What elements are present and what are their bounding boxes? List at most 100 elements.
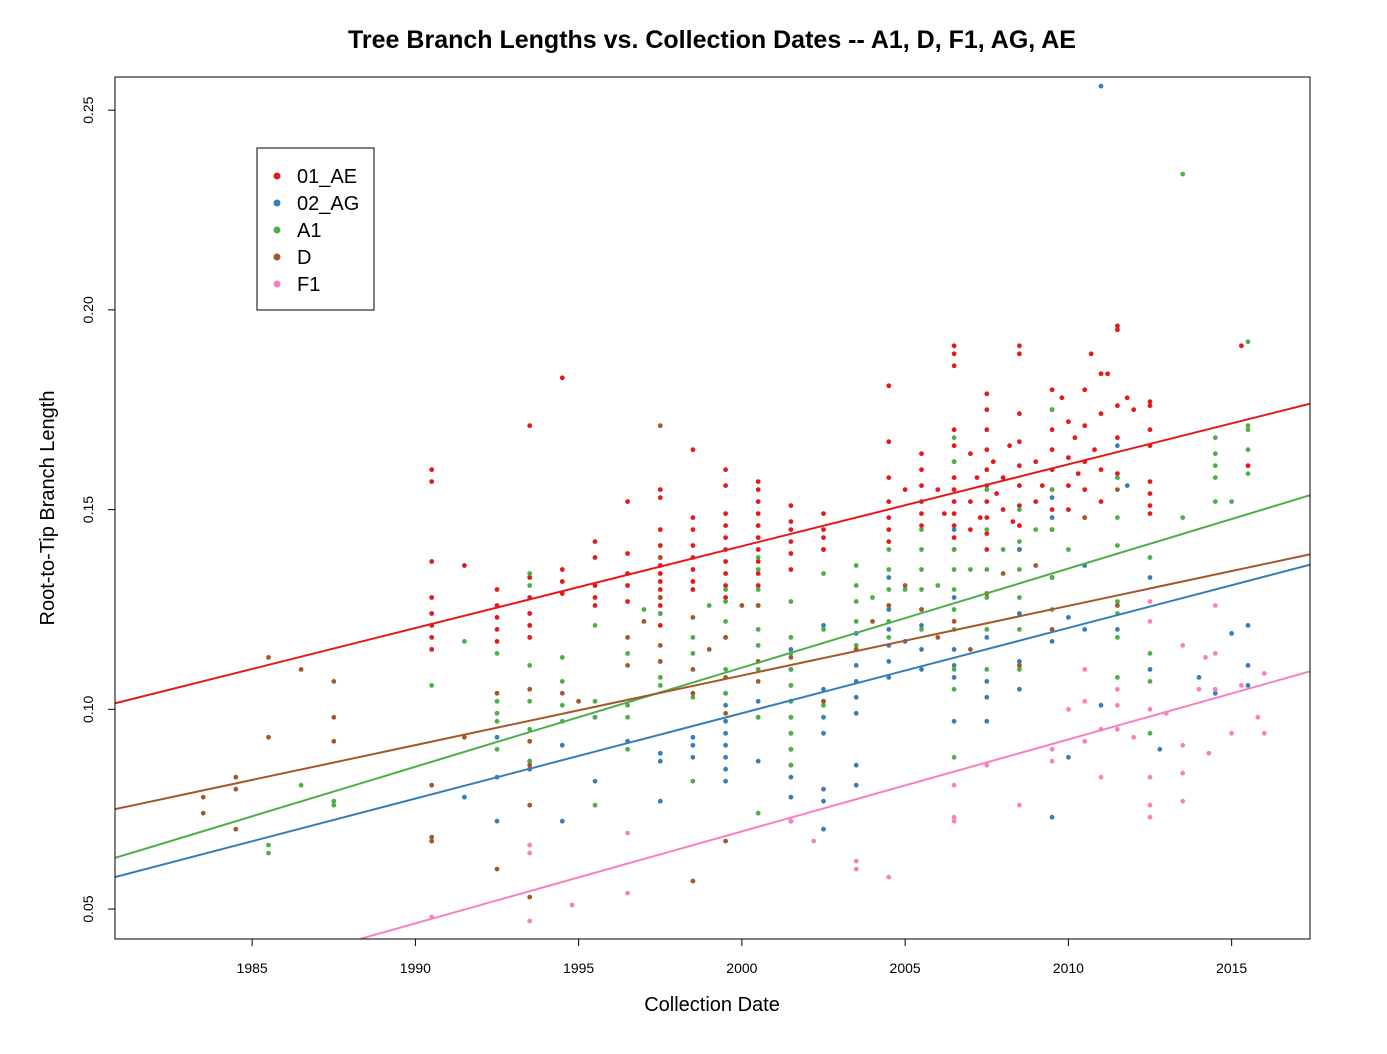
data-point xyxy=(690,667,696,672)
data-point xyxy=(755,535,761,540)
data-point xyxy=(527,423,533,429)
data-point xyxy=(902,487,908,492)
data-point xyxy=(821,730,826,736)
data-point xyxy=(853,563,859,568)
data-point xyxy=(1066,507,1071,512)
data-point xyxy=(984,515,990,520)
data-point xyxy=(1049,407,1055,413)
data-point xyxy=(494,587,500,592)
data-point xyxy=(984,499,990,504)
y-tick-label: 0.10 xyxy=(80,695,96,722)
data-point xyxy=(1049,495,1055,500)
data-point xyxy=(723,742,728,748)
data-point xyxy=(1115,726,1120,732)
data-point xyxy=(592,714,598,720)
data-point xyxy=(690,878,696,884)
data-point xyxy=(886,575,892,580)
data-point xyxy=(1115,323,1120,329)
data-point xyxy=(951,567,957,572)
data-point xyxy=(919,607,924,612)
data-point xyxy=(1017,667,1022,672)
data-point xyxy=(723,730,728,736)
data-point xyxy=(1098,467,1104,473)
data-point xyxy=(690,778,696,784)
fit-lines xyxy=(115,402,1310,939)
data-point xyxy=(494,639,500,644)
data-point xyxy=(1147,575,1153,580)
fit-line-f1 xyxy=(359,670,1310,939)
data-point xyxy=(1245,663,1251,668)
legend-marker xyxy=(273,226,281,234)
data-point xyxy=(919,547,924,552)
data-point xyxy=(1049,639,1055,644)
data-point xyxy=(657,487,663,492)
data-point xyxy=(1017,802,1022,808)
data-point xyxy=(919,647,924,652)
data-point xyxy=(951,667,957,672)
y-tick-label: 0.15 xyxy=(80,496,96,523)
data-point xyxy=(821,798,826,804)
data-point xyxy=(527,758,533,764)
data-point xyxy=(494,651,500,656)
data-point xyxy=(821,686,826,692)
data-point xyxy=(527,583,533,588)
data-point xyxy=(1049,427,1055,433)
data-point xyxy=(429,635,435,640)
data-point xyxy=(592,603,598,608)
data-point xyxy=(690,690,696,696)
data-point xyxy=(1049,507,1055,512)
data-point xyxy=(527,842,533,848)
data-point xyxy=(1203,655,1208,660)
data-point xyxy=(592,555,598,560)
data-point xyxy=(266,850,271,856)
data-point xyxy=(1115,675,1120,680)
data-point xyxy=(886,547,892,552)
data-point xyxy=(1066,547,1071,552)
data-point xyxy=(1180,798,1186,804)
data-point xyxy=(1049,447,1055,453)
data-point xyxy=(1147,555,1153,560)
fit-line-01-ae xyxy=(115,402,1310,705)
data-point xyxy=(1017,595,1022,600)
data-point xyxy=(1017,659,1022,664)
data-point xyxy=(1017,663,1022,668)
fit-line-d xyxy=(115,553,1310,811)
data-point xyxy=(592,595,598,600)
data-point xyxy=(968,527,973,532)
data-point xyxy=(494,627,500,632)
data-point xyxy=(951,351,957,357)
data-point xyxy=(723,535,728,540)
data-point xyxy=(625,599,630,604)
data-point xyxy=(788,794,794,800)
data-point xyxy=(853,663,859,668)
data-point xyxy=(886,675,892,680)
data-point xyxy=(1082,387,1088,393)
data-point xyxy=(527,611,533,616)
data-point xyxy=(788,655,794,660)
data-point xyxy=(935,487,941,492)
data-point xyxy=(919,587,924,592)
data-point xyxy=(886,659,892,664)
data-point xyxy=(331,802,337,808)
data-point xyxy=(755,567,761,572)
data-point xyxy=(625,651,630,656)
data-point xyxy=(1098,499,1104,504)
data-point xyxy=(690,515,696,520)
data-point xyxy=(919,567,924,572)
data-point xyxy=(1212,475,1218,480)
data-point xyxy=(821,826,826,832)
data-point xyxy=(494,690,500,696)
data-point xyxy=(951,718,957,724)
data-point xyxy=(559,702,565,708)
data-point xyxy=(984,567,990,572)
data-point xyxy=(1098,371,1104,377)
legend: 01_AE 02_AG A1 D F1 xyxy=(256,147,375,311)
data-point xyxy=(1212,686,1218,692)
data-point xyxy=(821,535,826,540)
data-point xyxy=(1212,651,1218,656)
data-point xyxy=(886,539,892,544)
data-point xyxy=(951,595,957,600)
data-point xyxy=(951,535,957,540)
data-point xyxy=(1212,463,1218,469)
data-point xyxy=(690,734,696,740)
